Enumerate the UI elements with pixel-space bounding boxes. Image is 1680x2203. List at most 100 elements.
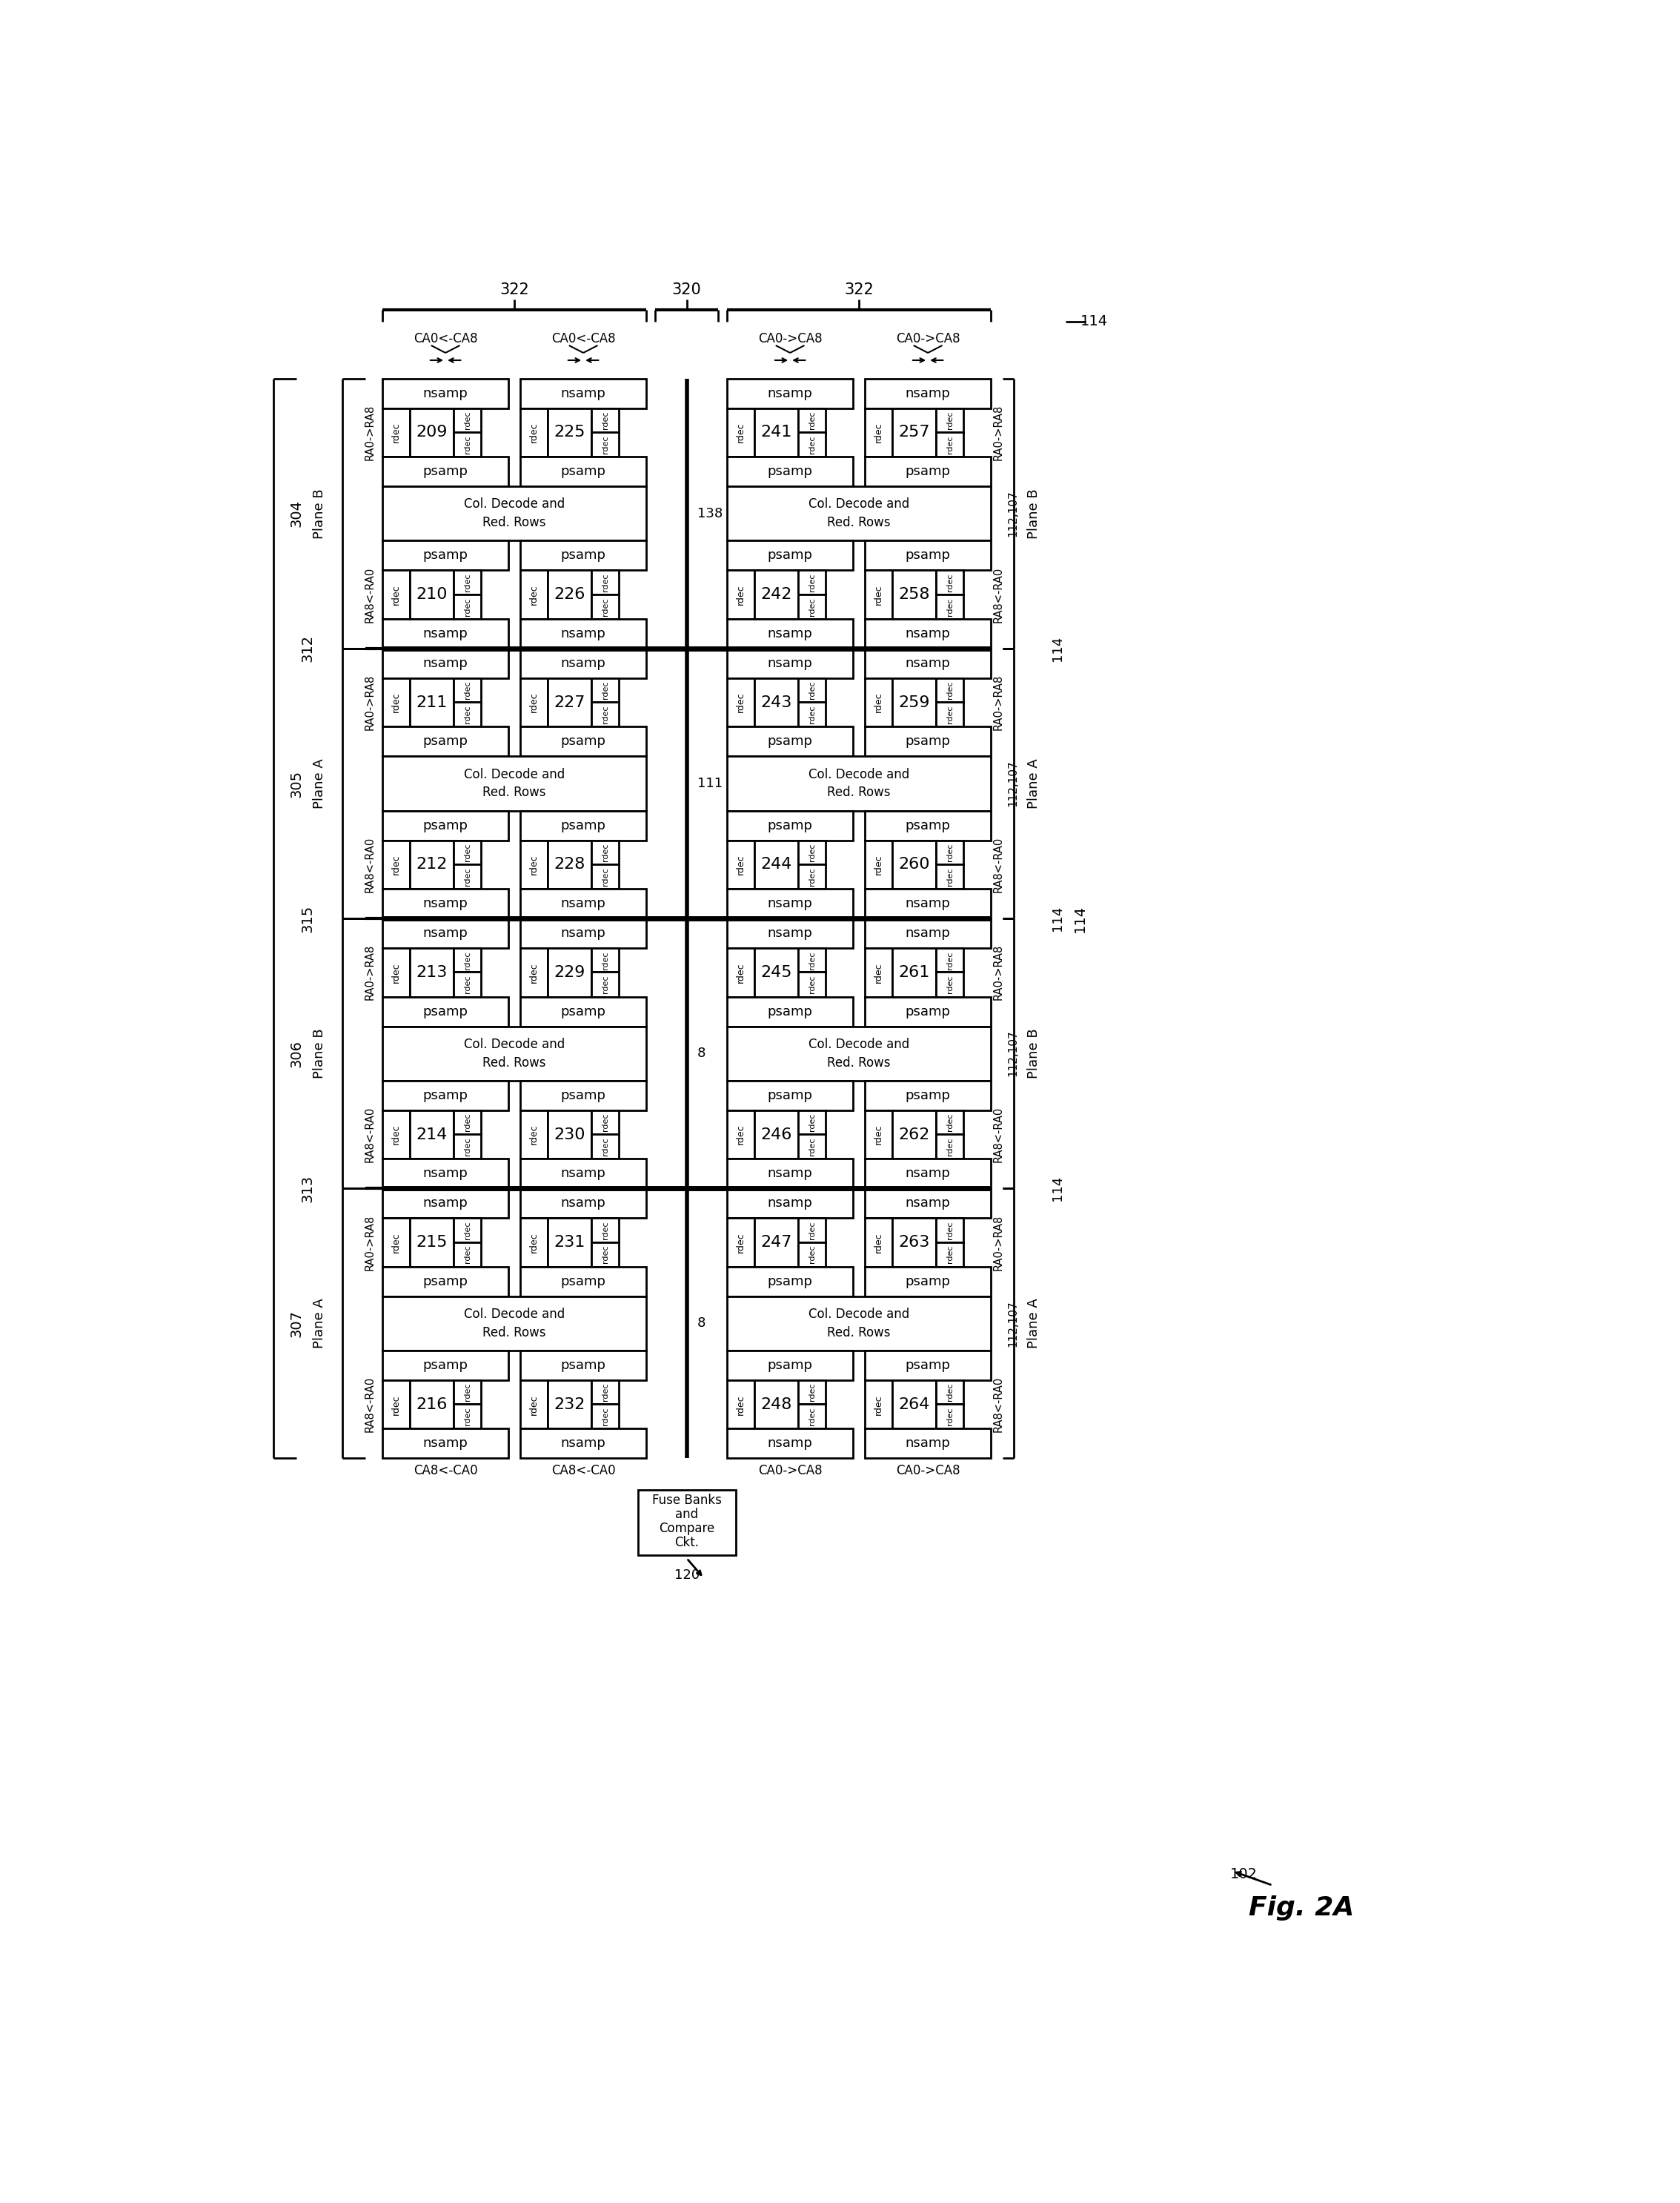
Bar xyxy=(383,727,509,756)
Bar xyxy=(865,996,991,1027)
Text: 230: 230 xyxy=(554,1128,585,1141)
Text: 112,107: 112,107 xyxy=(1008,1300,1018,1346)
Bar xyxy=(727,487,991,540)
Text: 243: 243 xyxy=(761,694,791,709)
Text: 257: 257 xyxy=(899,425,929,441)
Text: 264: 264 xyxy=(899,1397,929,1412)
Bar xyxy=(521,839,548,888)
Text: nsamp: nsamp xyxy=(561,628,606,641)
Bar xyxy=(865,1267,991,1295)
Text: rdec: rdec xyxy=(391,584,402,606)
Bar xyxy=(865,648,991,679)
Text: CA8<-CA0: CA8<-CA0 xyxy=(551,1465,615,1478)
Text: nsamp: nsamp xyxy=(561,388,606,401)
Bar xyxy=(727,1267,853,1295)
Text: 247: 247 xyxy=(761,1236,791,1249)
Bar xyxy=(548,408,591,456)
Bar xyxy=(548,679,591,727)
Bar xyxy=(754,1381,798,1430)
Text: rdec: rdec xyxy=(391,1231,402,1254)
Text: 114: 114 xyxy=(1074,905,1087,932)
Text: 263: 263 xyxy=(899,1236,929,1249)
Text: rdec: rdec xyxy=(946,705,954,723)
Text: nsamp: nsamp xyxy=(423,897,469,910)
Text: psamp: psamp xyxy=(561,820,606,833)
Text: rdec: rdec xyxy=(529,855,539,875)
Text: psamp: psamp xyxy=(768,465,813,478)
Text: rdec: rdec xyxy=(808,412,815,430)
Text: rdec: rdec xyxy=(391,1394,402,1414)
Text: psamp: psamp xyxy=(768,1088,813,1102)
Bar xyxy=(383,540,509,571)
Bar xyxy=(936,1242,964,1267)
Text: Plane B: Plane B xyxy=(1028,489,1042,538)
Text: rdec: rdec xyxy=(529,584,539,606)
Text: rdec: rdec xyxy=(808,705,815,723)
Text: 112,107: 112,107 xyxy=(1008,491,1018,538)
Bar xyxy=(383,888,509,919)
Bar xyxy=(383,839,410,888)
Text: nsamp: nsamp xyxy=(561,897,606,910)
Bar xyxy=(521,1079,647,1110)
Bar xyxy=(727,756,991,811)
Text: Plane B: Plane B xyxy=(312,1029,326,1079)
Text: Ckt.: Ckt. xyxy=(674,1535,699,1549)
Text: rdec: rdec xyxy=(464,1383,470,1401)
Text: rdec: rdec xyxy=(874,692,884,712)
Bar xyxy=(936,432,964,456)
Text: 244: 244 xyxy=(761,857,791,872)
Bar xyxy=(892,1381,936,1430)
Bar xyxy=(727,456,853,487)
Text: rdec: rdec xyxy=(601,844,608,861)
Bar xyxy=(410,839,454,888)
Text: 138: 138 xyxy=(697,507,722,520)
Text: RA0->RA8: RA0->RA8 xyxy=(365,674,375,731)
Text: psamp: psamp xyxy=(906,1276,951,1289)
Text: rdec: rdec xyxy=(464,1113,470,1132)
Bar xyxy=(410,408,454,456)
Bar xyxy=(798,408,825,432)
Text: 114: 114 xyxy=(1050,1176,1063,1201)
Text: RA8<-RA0: RA8<-RA0 xyxy=(365,1106,375,1163)
Bar xyxy=(936,571,964,595)
Bar xyxy=(454,839,480,864)
Text: 262: 262 xyxy=(899,1128,929,1141)
Bar xyxy=(383,456,509,487)
Bar xyxy=(865,540,991,571)
Bar xyxy=(454,947,480,972)
Bar xyxy=(383,919,509,947)
Bar xyxy=(383,1295,647,1350)
Bar xyxy=(754,1110,798,1159)
Text: nsamp: nsamp xyxy=(423,388,469,401)
Text: 306: 306 xyxy=(289,1040,302,1066)
Text: psamp: psamp xyxy=(768,1359,813,1372)
Bar xyxy=(798,703,825,727)
Text: rdec: rdec xyxy=(946,1137,954,1157)
Text: rdec: rdec xyxy=(946,573,954,590)
Bar xyxy=(798,679,825,703)
Text: rdec: rdec xyxy=(529,963,539,983)
Bar xyxy=(548,1110,591,1159)
Bar xyxy=(454,408,480,432)
Bar xyxy=(798,1381,825,1403)
Text: RA0->RA8: RA0->RA8 xyxy=(993,945,1003,1000)
Text: 259: 259 xyxy=(899,694,929,709)
Text: nsamp: nsamp xyxy=(561,927,606,941)
Text: rdec: rdec xyxy=(946,1220,954,1238)
Bar xyxy=(798,1242,825,1267)
Text: rdec: rdec xyxy=(874,963,884,983)
Text: nsamp: nsamp xyxy=(906,388,951,401)
Text: Col. Decode and: Col. Decode and xyxy=(808,1309,909,1322)
Bar xyxy=(798,432,825,456)
Text: Col. Decode and: Col. Decode and xyxy=(808,767,909,780)
Text: RA8<-RA0: RA8<-RA0 xyxy=(993,1106,1003,1163)
Bar xyxy=(727,1027,991,1079)
Text: rdec: rdec xyxy=(464,1220,470,1238)
Text: 212: 212 xyxy=(417,857,447,872)
Text: nsamp: nsamp xyxy=(423,1196,469,1209)
Bar xyxy=(798,1218,825,1242)
Bar xyxy=(892,679,936,727)
Text: 120: 120 xyxy=(674,1569,699,1582)
Text: rdec: rdec xyxy=(946,1408,954,1425)
Text: rdec: rdec xyxy=(736,963,746,983)
